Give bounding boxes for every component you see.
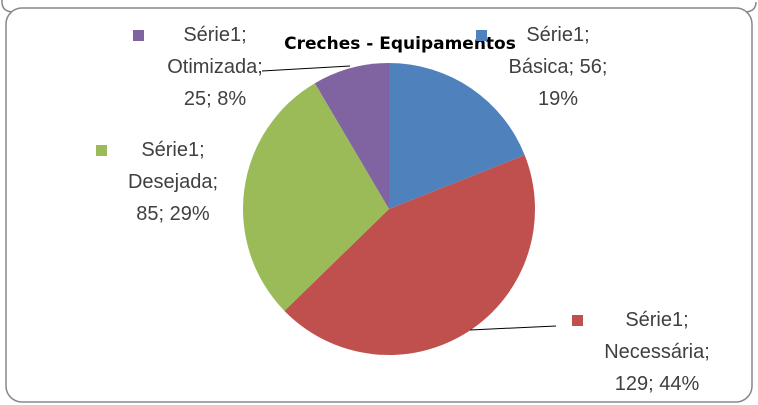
leader-line [469,325,557,331]
leader-line [261,65,351,72]
legend-key [133,30,144,41]
legend-key [96,145,107,156]
data-label: Série1; Otimizada; 25; 8% [167,24,263,110]
pie-slice [314,63,389,209]
chart-title: Creches - Equipamentos [284,34,516,54]
pie [242,63,536,355]
data-label: Série1; Necessária; 129; 44% [604,309,710,395]
pie-slice [284,155,536,355]
legend-key [572,315,583,326]
legend-key [476,30,487,41]
data-label: Série1; Básica; 56; 19% [508,24,608,110]
pie-slice [242,83,389,311]
data-label: Série1; Desejada; 85; 29% [127,139,219,225]
pie-slice [389,63,525,209]
